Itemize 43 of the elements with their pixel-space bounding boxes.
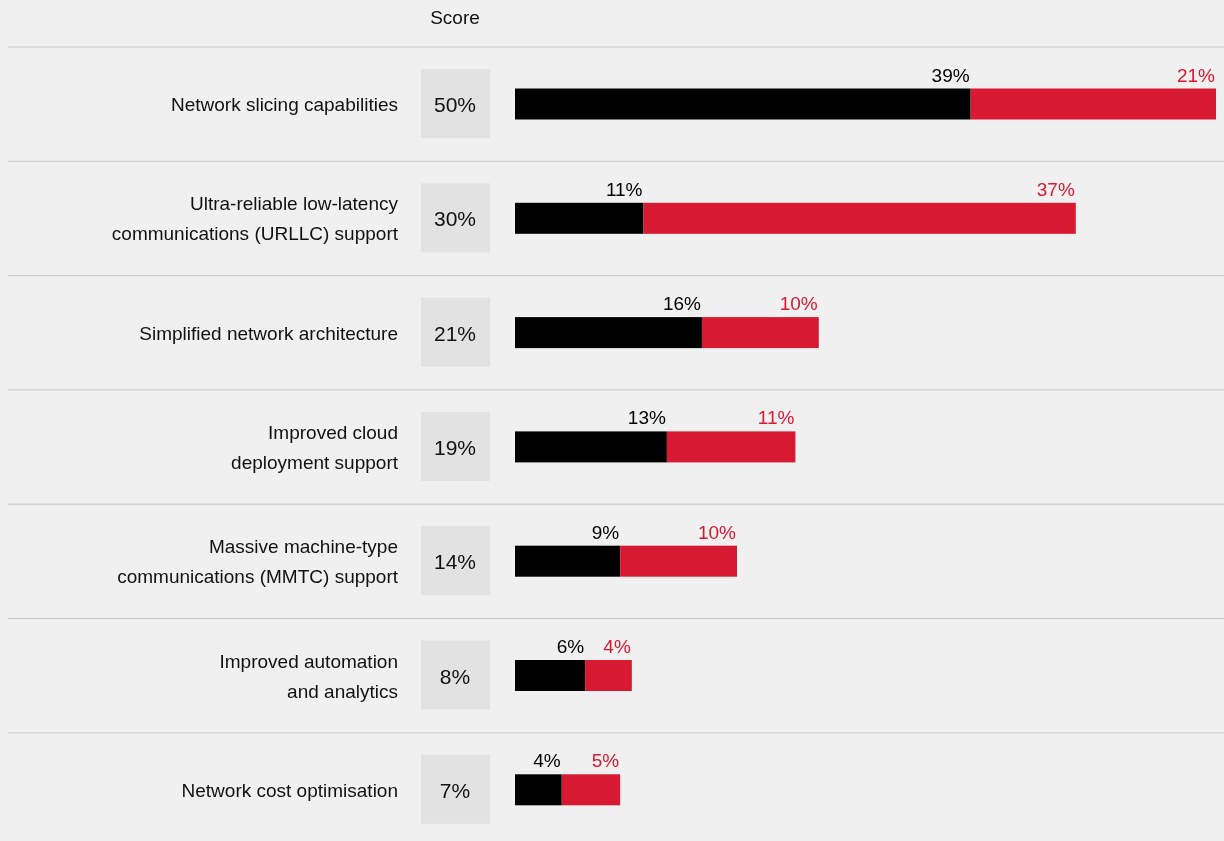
- y-tick-label: Simplified network architecture: [139, 322, 398, 344]
- data-label: 16%: [662, 293, 702, 315]
- data-label: 10%: [697, 521, 737, 543]
- bar: [970, 88, 1216, 120]
- bar: [515, 317, 702, 349]
- y-tick-label: Ultra-reliable low-latency communications (URLLC) support: [111, 193, 399, 245]
- bar: [585, 660, 632, 691]
- data-label: 9%: [591, 521, 620, 543]
- bar: [515, 202, 644, 234]
- data-label: 10%: [779, 293, 818, 315]
- data-label: 5%: [591, 750, 620, 772]
- y-tick-label: Network slicing capabilities: [170, 94, 398, 115]
- bar: [515, 431, 667, 463]
- text: 14%: [433, 550, 477, 574]
- text: 7%: [439, 778, 471, 802]
- text: 50%: [433, 93, 477, 116]
- data-label: 13%: [627, 407, 666, 429]
- text: 30%: [433, 207, 477, 231]
- y-tick-label: Network cost optimisation: [181, 779, 398, 801]
- bar: [515, 88, 971, 120]
- data-label: 37%: [1036, 178, 1075, 200]
- y-tick-label: Improved automation and analytics: [219, 650, 398, 702]
- y-tick-label: Improved cloud deployment support: [231, 421, 399, 473]
- data-label: 39%: [931, 64, 970, 86]
- bar: [666, 431, 796, 463]
- data-label: 11%: [605, 178, 643, 200]
- data-label: 6%: [556, 636, 585, 657]
- y-tick-label: Massive machine-type communications (MMTC) support: [117, 536, 399, 588]
- bar: [515, 774, 562, 806]
- data-label: 4%: [603, 636, 631, 657]
- text: 21%: [433, 321, 477, 345]
- bar: [643, 202, 1076, 234]
- text: 8%: [439, 664, 471, 688]
- bar: [561, 774, 621, 806]
- bar: [515, 660, 586, 691]
- bar: [515, 545, 621, 577]
- data-label: 4%: [533, 750, 561, 772]
- data-label: 11%: [757, 407, 795, 429]
- data-label: 21%: [1176, 64, 1216, 86]
- text: 19%: [433, 435, 477, 459]
- bar: [620, 545, 737, 577]
- text: Score: [430, 7, 480, 28]
- bar: [701, 317, 819, 349]
